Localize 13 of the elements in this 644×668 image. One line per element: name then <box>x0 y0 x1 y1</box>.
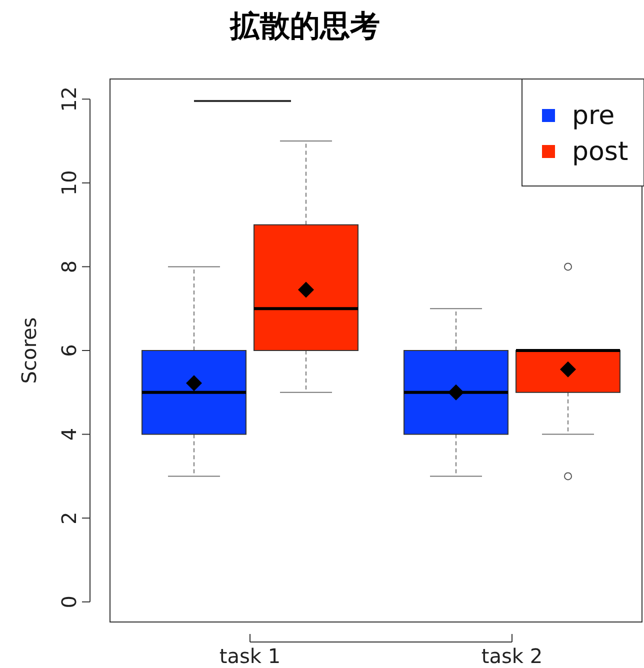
legend-label: post <box>572 137 628 167</box>
title: 拡散的思考 <box>230 9 380 44</box>
legend-label: pre <box>572 101 615 131</box>
y-tick-label: 6 <box>57 344 81 357</box>
y-tick-label: 10 <box>57 170 81 196</box>
x-tick-label: task 1 <box>219 644 281 668</box>
y-tick-label: 4 <box>57 428 81 441</box>
y-tick-label: 12 <box>57 86 81 112</box>
x-tick-label: task 2 <box>481 644 543 668</box>
y-tick-label: 2 <box>57 512 81 524</box>
y-tick-label: 0 <box>57 596 81 608</box>
y-axis-title: Scores <box>17 317 41 384</box>
y-tick-label: 8 <box>57 260 81 274</box>
